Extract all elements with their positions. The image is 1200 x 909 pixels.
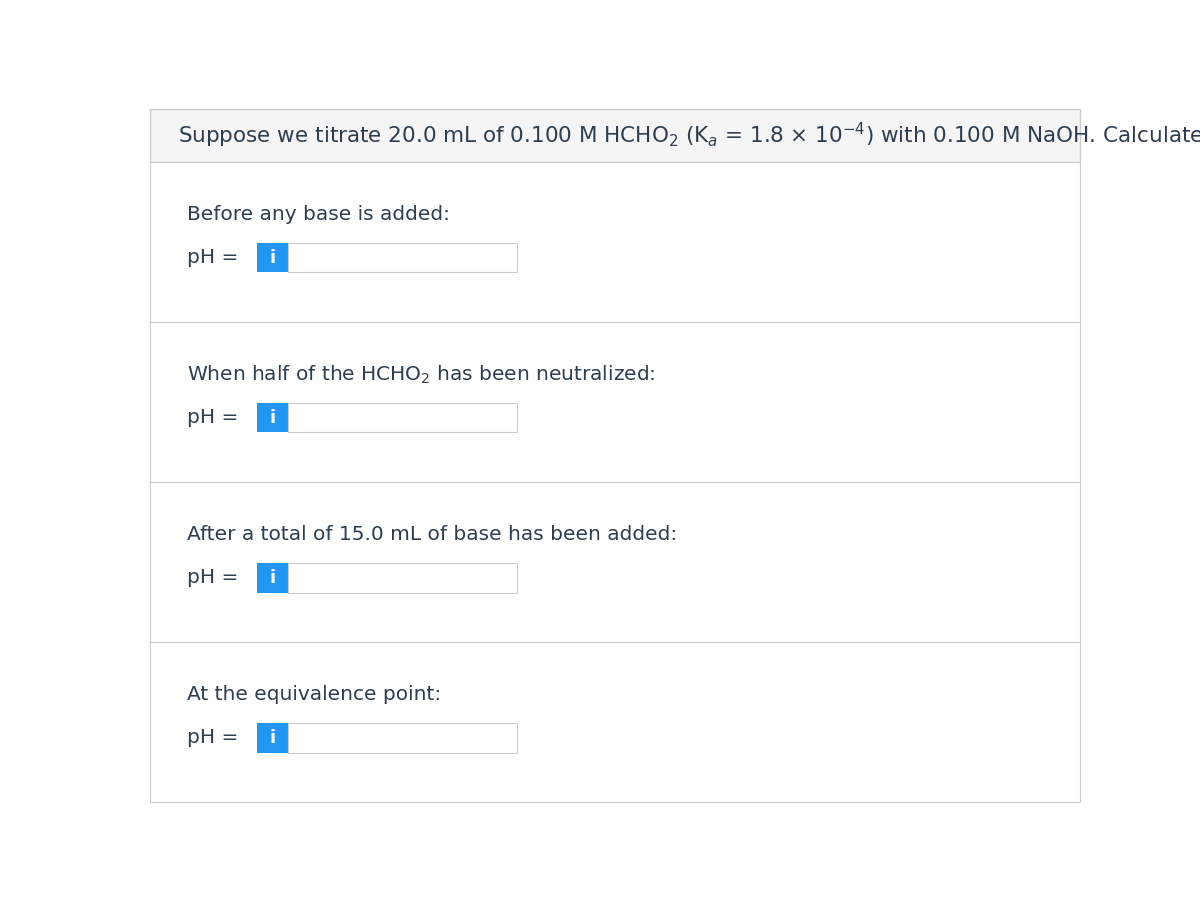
Text: i: i	[269, 569, 275, 587]
FancyBboxPatch shape	[257, 724, 288, 753]
Text: pH =: pH =	[187, 248, 239, 267]
Text: At the equivalence point:: At the equivalence point:	[187, 685, 442, 704]
FancyBboxPatch shape	[150, 642, 1080, 802]
FancyBboxPatch shape	[288, 403, 517, 433]
FancyBboxPatch shape	[257, 564, 288, 593]
FancyBboxPatch shape	[257, 243, 288, 273]
Text: i: i	[269, 249, 275, 266]
FancyBboxPatch shape	[150, 482, 1080, 642]
FancyBboxPatch shape	[288, 724, 517, 753]
FancyBboxPatch shape	[288, 564, 517, 593]
Text: After a total of 15.0 mL of base has been added:: After a total of 15.0 mL of base has bee…	[187, 525, 678, 544]
Text: pH =: pH =	[187, 568, 239, 587]
Text: When half of the HCHO$_2$ has been neutralized:: When half of the HCHO$_2$ has been neutr…	[187, 364, 655, 385]
FancyBboxPatch shape	[257, 403, 288, 433]
Text: Suppose we titrate 20.0 mL of 0.100 M HCHO$_2$ (K$_a$ = 1.8 × 10$^{-4}$) with 0.: Suppose we titrate 20.0 mL of 0.100 M HC…	[178, 121, 1200, 150]
Text: pH =: pH =	[187, 728, 239, 747]
FancyBboxPatch shape	[150, 109, 1080, 162]
FancyBboxPatch shape	[288, 243, 517, 273]
Text: i: i	[269, 409, 275, 426]
Text: pH =: pH =	[187, 408, 239, 427]
Text: i: i	[269, 729, 275, 747]
FancyBboxPatch shape	[150, 162, 1080, 322]
FancyBboxPatch shape	[150, 322, 1080, 482]
Text: Before any base is added:: Before any base is added:	[187, 205, 450, 224]
